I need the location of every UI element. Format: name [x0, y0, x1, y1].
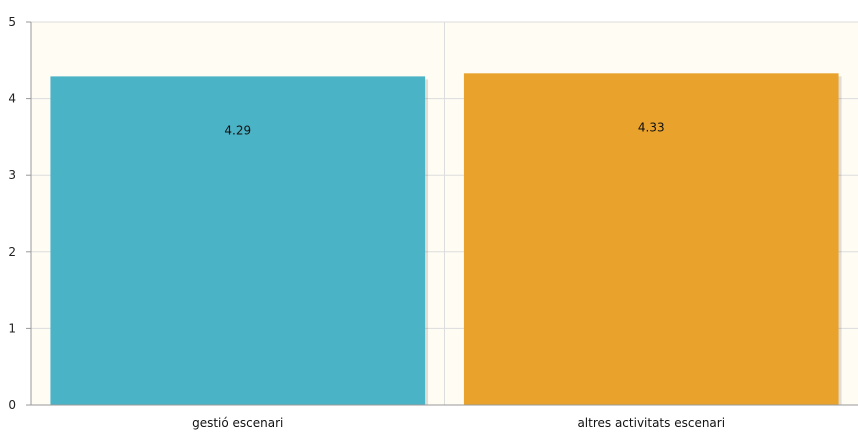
- bars: [50, 73, 842, 406]
- axes: [26, 21, 858, 406]
- bar-1[interactable]: [463, 73, 839, 406]
- data-label: 4.29: [224, 123, 251, 137]
- y-tick-label: 2: [8, 245, 16, 259]
- y-tick-label: 3: [8, 168, 16, 182]
- y-tick-label: 0: [8, 398, 16, 412]
- labels: 0 1 2 3 4 5 4.29 gestió escenari 4.33 altres acti…: [8, 15, 725, 430]
- bar-0[interactable]: [50, 76, 426, 406]
- y-tick-label: 5: [8, 15, 16, 29]
- data-label: 4.33: [638, 120, 665, 134]
- y-tick-label: 4: [8, 92, 16, 106]
- x-tick-label: altres activitats escenari: [577, 416, 725, 430]
- x-tick-label: gestió escenari: [192, 416, 283, 430]
- y-tick-label: 1: [8, 321, 16, 335]
